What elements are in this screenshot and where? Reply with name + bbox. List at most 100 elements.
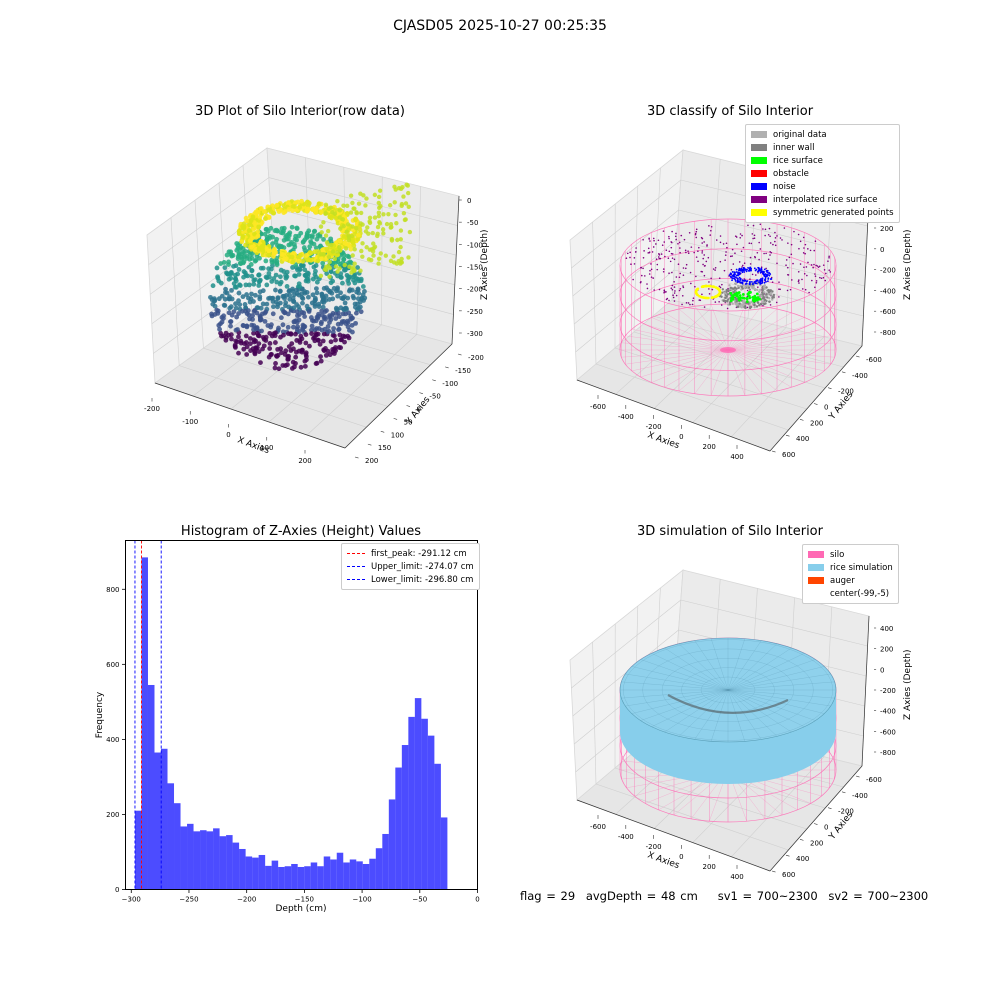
data-point (319, 299, 325, 305)
noise-point (754, 282, 757, 285)
data-point (241, 269, 247, 274)
interpolated-point (788, 256, 791, 259)
interpolated-point (712, 268, 715, 270)
histogram-bar (369, 858, 376, 890)
noise-point (745, 268, 747, 271)
interpolated-point (785, 259, 788, 261)
data-point (380, 227, 386, 232)
interpolated-point (741, 234, 743, 237)
data-point (330, 329, 336, 335)
interpolated-point (747, 224, 749, 227)
interpolated-point (698, 246, 700, 249)
interpolated-point (786, 266, 789, 269)
interpolated-point (690, 282, 692, 285)
data-point (316, 304, 322, 309)
data-point (305, 199, 311, 205)
data-point (262, 319, 268, 324)
data-point (330, 249, 336, 254)
data-point (248, 262, 254, 267)
data-point (273, 239, 279, 245)
data-point (268, 225, 274, 231)
symmetric-point (717, 293, 721, 296)
interpolated-point (828, 256, 830, 259)
data-point (313, 268, 318, 274)
tick-label: 0 (467, 197, 471, 205)
interpolated-point (668, 250, 671, 253)
wall-point (726, 299, 729, 303)
interpolated-point (762, 228, 764, 230)
data-point (328, 269, 334, 275)
interpolated-point (752, 237, 754, 240)
legend-item-rice-simulation: rice simulation (808, 561, 893, 574)
data-point (320, 247, 326, 253)
noise-point (738, 273, 741, 276)
data-point (233, 272, 238, 278)
data-point (387, 203, 393, 208)
silo-wire (625, 335, 729, 351)
rice-surface-point (737, 298, 741, 302)
data-point (304, 208, 310, 214)
data-point (302, 314, 307, 319)
data-point (313, 245, 319, 251)
rice-mesh (694, 640, 729, 691)
legend-item-interpolated-rice-surface: interpolated rice surface (751, 193, 894, 206)
data-point (286, 288, 292, 294)
interpolated-point (753, 237, 756, 240)
histogram-bar (200, 830, 207, 890)
data-point (399, 203, 404, 209)
tick-label: -250 (467, 308, 483, 316)
interpolated-point (649, 240, 651, 242)
interpolated-point (770, 276, 773, 279)
tick-label: -400 (880, 287, 896, 295)
data-point (320, 304, 326, 310)
rice-mesh (651, 653, 729, 691)
data-point (405, 183, 410, 188)
axis-line (344, 343, 453, 449)
data-point (290, 359, 296, 365)
interpolated-point (815, 281, 818, 284)
data-point (289, 224, 295, 230)
noise-point (761, 277, 764, 280)
interpolated-point (695, 228, 698, 231)
interpolated-point (703, 265, 706, 267)
interpolated-point (754, 274, 757, 276)
silo-wire (678, 308, 729, 351)
tick-label: -600 (590, 823, 606, 831)
data-point (365, 225, 370, 230)
data-point (354, 225, 359, 231)
tick-label: -100 (467, 241, 483, 249)
tick-mark (841, 371, 846, 374)
histogram-bar (408, 716, 415, 890)
data-point (337, 215, 342, 220)
histogram-bar (310, 862, 318, 890)
interpolated-point (809, 249, 812, 252)
classify-plot-points (694, 266, 776, 310)
data-point (340, 311, 346, 317)
interpolated-point (671, 257, 674, 259)
wall-point (755, 305, 759, 308)
wall-point (743, 286, 746, 289)
interpolated-point (674, 290, 676, 292)
histogram-bar (323, 856, 331, 890)
data-point (317, 341, 323, 347)
status-line: flag = 29 avgDepth = 48 cm sv1 = 700~230… (520, 889, 934, 903)
data-point (246, 227, 252, 233)
symmetric-point (695, 289, 698, 292)
tick-label: -800 (880, 329, 896, 337)
noise-point (750, 280, 753, 283)
data-point (398, 259, 404, 265)
noise-point (757, 269, 760, 272)
data-point (233, 305, 239, 311)
interpolated-point (667, 257, 670, 260)
interpolated-point (812, 266, 814, 269)
interpolated-point (687, 252, 690, 255)
data-point (367, 247, 373, 252)
interpolated-point (670, 287, 673, 289)
silo-wire (727, 349, 746, 396)
data-point (224, 271, 230, 277)
data-point (353, 217, 358, 223)
interpolated-point (757, 286, 759, 288)
data-point (241, 274, 246, 280)
data-point (279, 244, 285, 250)
tick-label: 0 (226, 431, 230, 439)
